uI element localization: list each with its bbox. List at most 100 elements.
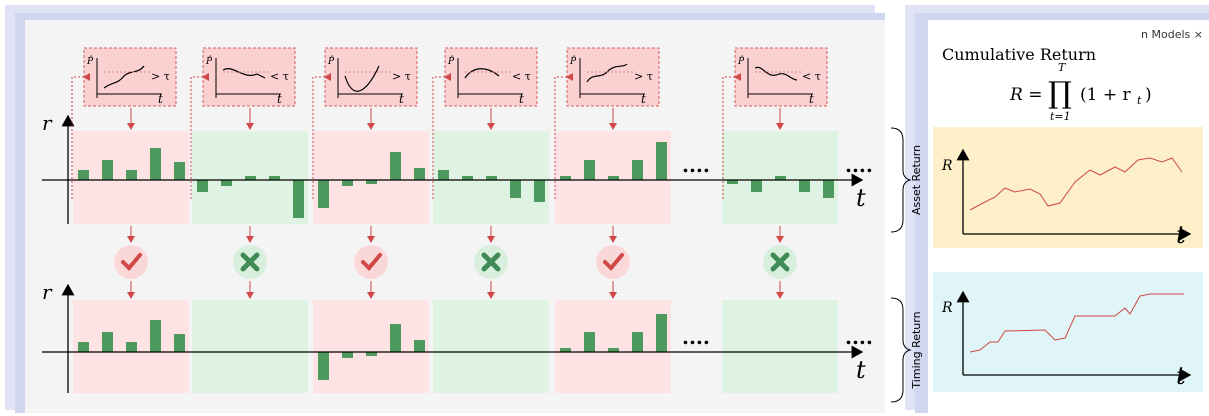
- axis-label: t: [1176, 362, 1186, 390]
- return-bar: [245, 176, 256, 180]
- cross-icon: [240, 252, 260, 272]
- check-icon: [121, 253, 142, 271]
- axis-label: t: [856, 184, 866, 212]
- mini-condition: < τ: [802, 70, 821, 83]
- return-bar: [823, 180, 834, 198]
- mini-x-label: t: [158, 92, 163, 106]
- mini-chart-box: [444, 47, 538, 107]
- positive-block: [555, 300, 671, 393]
- return-bar: [608, 176, 619, 180]
- connector: [312, 73, 331, 200]
- asset-curve: [969, 157, 1183, 211]
- mini-chart-box: [324, 47, 418, 107]
- mini-curve: [222, 68, 266, 79]
- axis-label: r: [42, 111, 53, 135]
- formula: R = ∏ T t=1 (1 + r t ): [1009, 61, 1152, 123]
- brace-label: Timing Return: [910, 311, 923, 389]
- return-bar: [102, 160, 113, 180]
- connector: [722, 73, 741, 200]
- return-bar: [174, 334, 185, 352]
- return-bar: [584, 160, 595, 180]
- mini-x-label: t: [277, 92, 282, 106]
- mini-condition: < τ: [270, 70, 289, 83]
- return-bar: [293, 180, 304, 218]
- axis-label: t: [1176, 221, 1186, 249]
- return-bar: [126, 170, 137, 180]
- mini-y-label: P̂: [205, 55, 213, 67]
- return-bar: [486, 176, 497, 180]
- negative-block: [192, 300, 308, 393]
- check-icon-bg: [114, 245, 148, 279]
- positive-block: [313, 300, 429, 393]
- formula-lower: t=1: [1050, 110, 1071, 123]
- return-bar: [656, 142, 667, 180]
- mini-curve: [464, 68, 500, 79]
- return-bar: [560, 348, 571, 352]
- mini-x-label: t: [399, 92, 404, 106]
- cross-icon: [481, 252, 501, 272]
- mini-curve: [754, 66, 798, 81]
- return-bar: [174, 162, 185, 180]
- mini-curve: [103, 65, 145, 89]
- return-bar: [366, 352, 377, 356]
- connector: [554, 73, 573, 200]
- connector: [71, 73, 90, 200]
- ellipsis: ....: [682, 153, 710, 177]
- timing-curve: [969, 293, 1184, 353]
- return-bar: [126, 342, 137, 352]
- check-icon: [603, 253, 624, 271]
- ellipsis: ....: [845, 325, 873, 349]
- axis-label: R: [941, 300, 953, 316]
- negative-block: [722, 300, 838, 393]
- connector: [432, 73, 451, 200]
- ellipsis: ....: [845, 153, 873, 177]
- positive-block: [313, 131, 429, 224]
- return-bar: [78, 170, 89, 180]
- cross-icon: [770, 252, 790, 272]
- return-bar: [102, 332, 113, 352]
- return-bar: [197, 180, 208, 192]
- return-bar: [414, 168, 425, 180]
- return-bar: [656, 314, 667, 352]
- mini-x-label: t: [809, 92, 814, 106]
- mini-curve: [586, 63, 628, 83]
- brace: [890, 297, 912, 403]
- axis-label: t: [856, 356, 866, 384]
- return-bar: [751, 180, 762, 192]
- return-bar: [414, 340, 425, 352]
- mini-condition: > τ: [392, 70, 411, 83]
- connector: [190, 73, 209, 200]
- return-bar: [318, 352, 329, 380]
- mini-y-label: P̂: [327, 55, 335, 67]
- mini-chart-box: [734, 47, 828, 107]
- mini-y-label: P̂: [737, 55, 745, 67]
- return-bar: [318, 180, 329, 208]
- return-bar: [438, 170, 449, 180]
- asset-box: [933, 127, 1203, 248]
- return-bar: [150, 148, 161, 180]
- formula-subscript: t: [1137, 94, 1142, 107]
- mini-chart-box: [566, 47, 660, 107]
- return-bar: [390, 152, 401, 180]
- return-bar: [269, 176, 280, 180]
- formula-lhs: R =: [1009, 85, 1042, 105]
- negative-block: [433, 300, 549, 393]
- brace-label: Asset Return: [910, 145, 923, 215]
- tab-label[interactable]: n Models ×: [1141, 28, 1203, 41]
- check-icon-bg: [596, 245, 630, 279]
- mini-condition: < τ: [512, 70, 531, 83]
- check-icon-bg: [354, 245, 388, 279]
- mini-y-label: P̂: [569, 55, 577, 67]
- return-bar: [221, 180, 232, 186]
- return-bar: [534, 180, 545, 202]
- mini-y-label: P̂: [86, 55, 94, 67]
- mini-curve: [344, 65, 380, 92]
- left-diagram: r t.... .... r t.... .... P̂ t > τ P̂ t < τ P̂ t > τ P̂…: [42, 47, 873, 393]
- formula-body: (1 + r: [1080, 85, 1132, 105]
- return-bar: [775, 176, 786, 180]
- brace: [890, 127, 912, 233]
- return-bar: [150, 320, 161, 352]
- return-bar: [366, 180, 377, 184]
- mini-y-label: P̂: [447, 55, 455, 67]
